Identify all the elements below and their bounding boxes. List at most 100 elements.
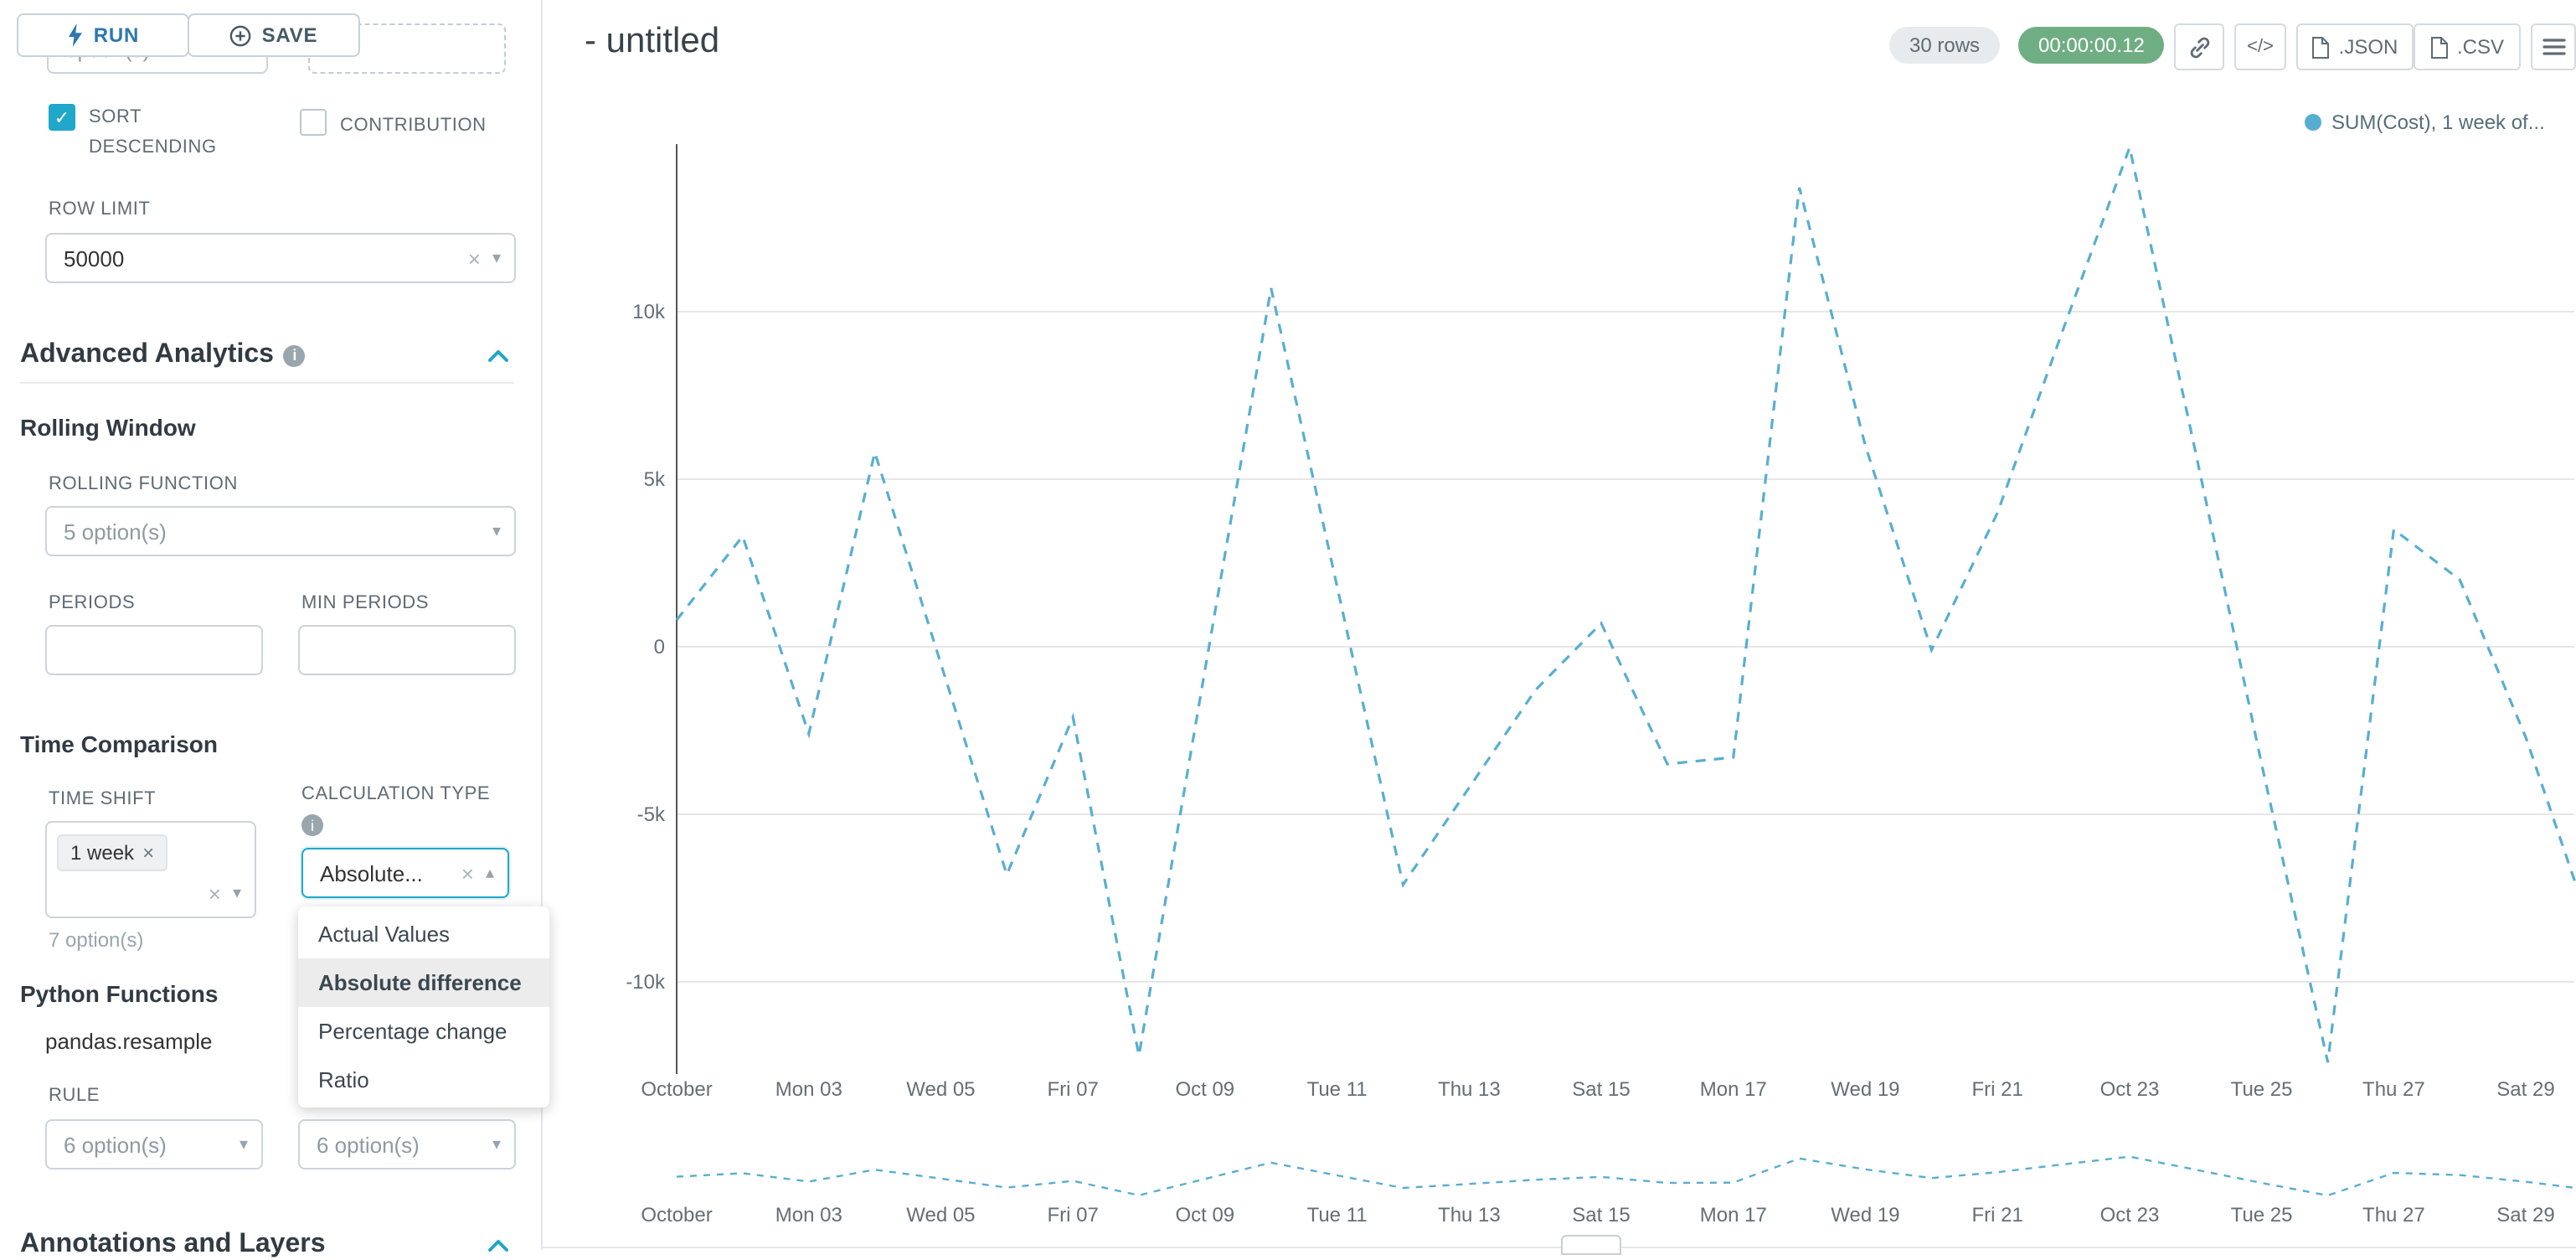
advanced-analytics-title: Advanced Analytics — [20, 340, 274, 369]
rolling-function-label: ROLLING FUNCTION — [49, 474, 238, 494]
row-limit-label: ROW LIMIT — [49, 199, 151, 219]
mini-x-tick-label: Mon 03 — [775, 1204, 842, 1226]
contribution-label: CONTRIBUTION — [340, 116, 487, 136]
row-limit-select[interactable]: 50000 — [45, 233, 516, 283]
timeseries-chart-canvas[interactable]: 10k 5k 0 -5k -10k October October Mon 03 Mon 03 W… — [543, 0, 2576, 1250]
rule-select-2[interactable]: 6 option(s) — [298, 1119, 516, 1170]
export-csv-button[interactable]: .CSV — [2414, 23, 2521, 70]
save-button-label: SAVE — [261, 23, 318, 47]
periods-label: PERIODS — [49, 593, 136, 613]
y-tick-label: 0 — [654, 636, 665, 658]
dropdown-option[interactable]: Percentage change — [318, 1019, 507, 1044]
x-tick-label: Mon 03 — [775, 1078, 842, 1101]
mini-x-tick-label: Sat 29 — [2496, 1204, 2554, 1226]
link-icon — [2189, 36, 2209, 58]
x-tick-label: Tue 25 — [2231, 1078, 2293, 1101]
calculation-type-dropdown: Actual Values Absolute difference Percenta… — [298, 906, 549, 1108]
y-tick-label: 5k — [644, 468, 666, 491]
contribution-checkbox[interactable] — [300, 109, 327, 136]
row-count-badge: 30 rows — [1889, 27, 2001, 64]
mini-x-tick-label: Tue 25 — [2231, 1204, 2293, 1226]
dropdown-option[interactable]: Ratio — [318, 1067, 369, 1092]
export-json-button[interactable]: .JSON — [2296, 23, 2414, 70]
sort-descending-label: SORT DESCENDING — [89, 107, 217, 158]
x-tick-label: Thu 27 — [2362, 1078, 2425, 1101]
export-csv-label: .CSV — [2456, 35, 2504, 59]
mini-x-tick-label: Oct 23 — [2100, 1204, 2160, 1226]
results-pane-drag-handle[interactable] — [1561, 1235, 1621, 1255]
mini-x-tick-label: Oct 09 — [1175, 1204, 1234, 1226]
python-functions-title: Python Functions — [20, 980, 219, 1007]
x-tick-label: Mon 17 — [1700, 1078, 1767, 1101]
mini-x-tick-label: Thu 13 — [1438, 1204, 1501, 1226]
y-tick-label: -10k — [626, 971, 666, 994]
export-json-label: .JSON — [2338, 35, 2398, 59]
mini-x-tick-label: Tue 11 — [1307, 1204, 1368, 1226]
chart-legend[interactable]: SUM(Cost), 1 week of... — [2305, 111, 2545, 134]
run-button[interactable]: RUN — [17, 13, 189, 57]
view-query-button[interactable]: </> — [2234, 23, 2286, 70]
legend-dot-icon — [2305, 114, 2321, 131]
main-series-line — [675, 142, 2576, 1063]
code-icon: </> — [2247, 37, 2274, 57]
x-tick-label: Oct 23 — [2100, 1078, 2160, 1101]
y-tick-label: 10k — [632, 301, 666, 323]
python-function-name: pandas.resample — [45, 1029, 213, 1054]
mini-x-tick-label: October — [641, 1204, 712, 1226]
file-icon — [2312, 36, 2330, 58]
mini-x-tick-label: Fri 21 — [1972, 1204, 2023, 1226]
panel-divider — [541, 0, 543, 1250]
x-tick-label: October — [641, 1078, 712, 1101]
x-tick-label: Tue 11 — [1307, 1078, 1368, 1101]
periods-input[interactable] — [45, 625, 263, 675]
x-tick-label: Fri 21 — [1972, 1078, 2023, 1101]
chart-menu-button[interactable] — [2531, 23, 2576, 70]
plus-circle-icon — [230, 24, 251, 46]
x-tick-label: Thu 13 — [1438, 1078, 1501, 1101]
bolt-icon — [68, 23, 82, 47]
hamburger-icon — [2542, 39, 2565, 55]
chevron-up-icon[interactable] — [487, 349, 509, 364]
time-shift-tag-label: 1 week — [70, 841, 135, 865]
mini-x-tick-label: Thu 27 — [2362, 1204, 2425, 1226]
mini-x-tick-label: Sat 15 — [1572, 1204, 1630, 1226]
y-tick-label: -5k — [637, 803, 666, 826]
mini-x-tick-label: Wed 19 — [1831, 1204, 1899, 1226]
x-tick-label: Wed 05 — [906, 1078, 975, 1101]
time-comparison-title: Time Comparison — [20, 731, 218, 757]
rule-label: RULE — [49, 1086, 100, 1106]
x-tick-label: Sat 29 — [2496, 1078, 2554, 1101]
x-tick-label: Wed 19 — [1831, 1078, 1899, 1101]
query-timer-badge: 00:00:00.12 — [2018, 27, 2165, 64]
rolling-function-select[interactable]: 5 option(s) — [45, 506, 516, 556]
mini-x-tick-label: Mon 17 — [1700, 1204, 1767, 1226]
share-link-button[interactable] — [2174, 23, 2224, 70]
rolling-window-title: Rolling Window — [20, 414, 196, 441]
dropdown-option[interactable]: Absolute difference — [298, 958, 549, 1007]
calculation-type-select[interactable]: Absolute... — [301, 848, 509, 898]
save-button[interactable]: SAVE — [188, 13, 360, 57]
time-shift-hint: 7 option(s) — [49, 928, 144, 952]
section-divider — [20, 382, 514, 384]
advanced-analytics-header[interactable]: Advanced Analytics — [20, 340, 306, 370]
mini-series-line — [676, 1155, 2576, 1197]
info-icon — [301, 814, 323, 836]
dropdown-option[interactable]: Actual Values — [318, 922, 451, 947]
sort-descending-checkbox[interactable] — [49, 104, 75, 131]
page-title: - untitled — [585, 22, 720, 60]
run-button-label: RUN — [93, 23, 140, 47]
file-icon — [2430, 36, 2448, 58]
calculation-type-label: CALCULATION TYPE — [301, 784, 491, 804]
time-shift-select[interactable]: 1 week — [45, 821, 256, 918]
time-shift-tag[interactable]: 1 week — [57, 834, 168, 871]
results-pane-splitter — [543, 1247, 2576, 1248]
rule-select-1[interactable]: 6 option(s) — [45, 1119, 263, 1170]
x-tick-label: Fri 07 — [1048, 1078, 1099, 1101]
legend-series-label: SUM(Cost), 1 week of... — [2331, 111, 2545, 134]
min-periods-input[interactable] — [298, 625, 516, 675]
chevron-up-icon[interactable] — [487, 1238, 509, 1253]
x-tick-label: Oct 09 — [1175, 1078, 1234, 1101]
